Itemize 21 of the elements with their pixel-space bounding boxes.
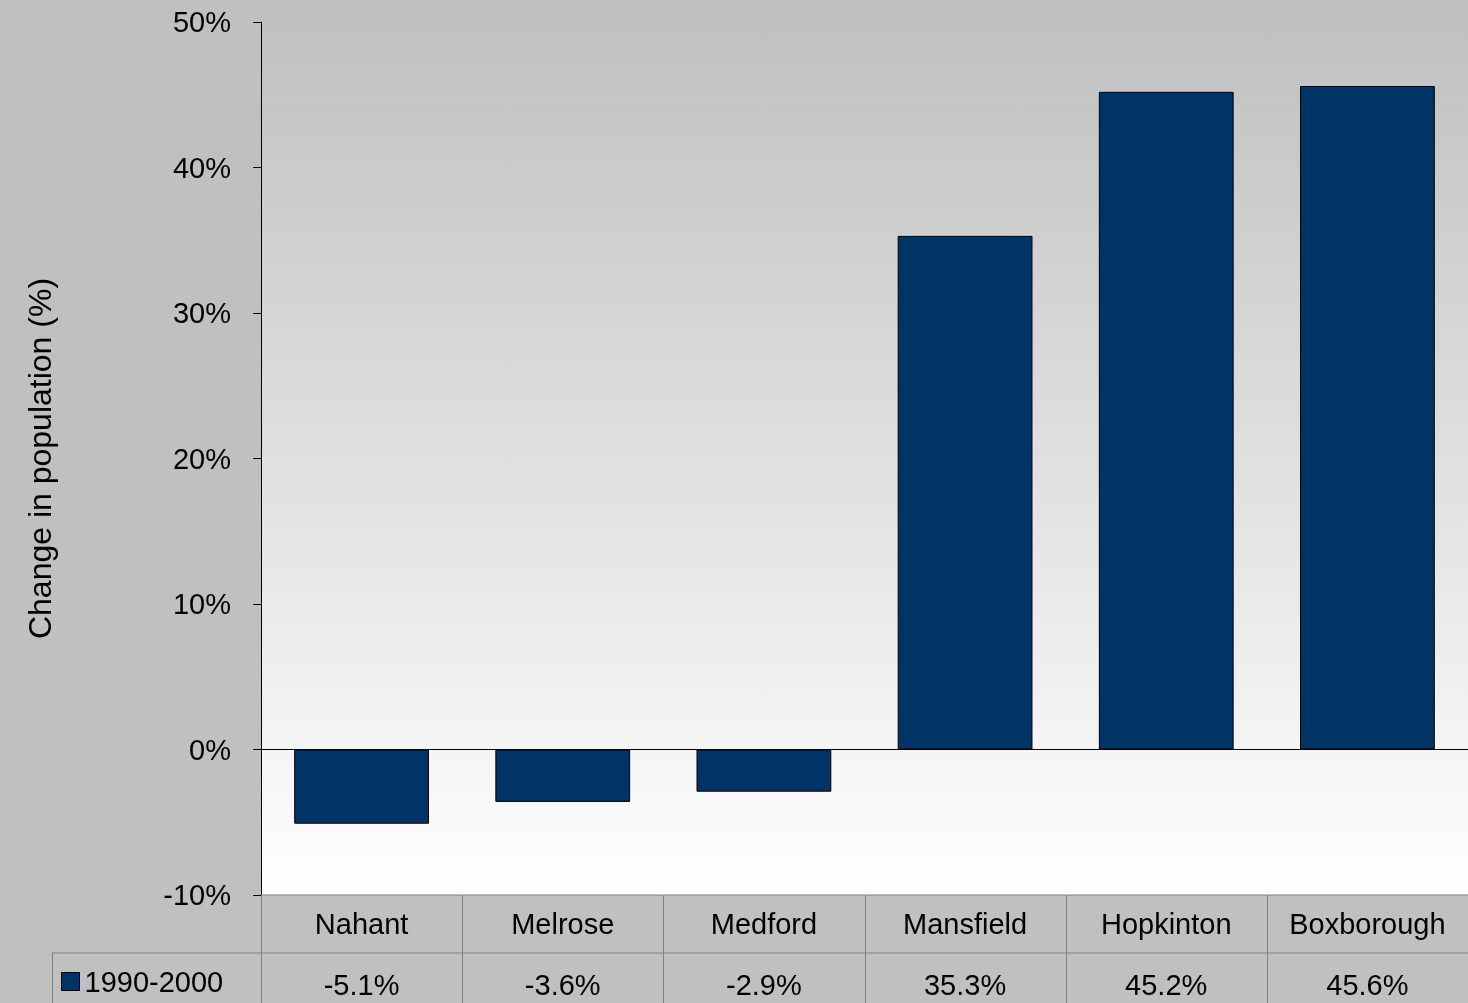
y-tick-label: -10%: [163, 879, 231, 911]
y-tick-label: 50%: [172, 6, 231, 38]
y-tick-label: 10%: [172, 588, 231, 620]
x-tick-label: Nahant: [314, 908, 409, 940]
x-tick-label: Hopkinton: [1100, 908, 1232, 940]
y-tick-label: 30%: [172, 297, 231, 329]
x-tick-label: Medford: [710, 908, 818, 940]
x-tick-label: Melrose: [511, 908, 615, 940]
data-label: -5.1%: [322, 968, 401, 1003]
y-tick-label: 20%: [172, 442, 231, 475]
data-label: -3.6%: [523, 968, 602, 1003]
data-label: 45.6%: [1325, 968, 1410, 1003]
x-tick-label: Mansfield: [903, 908, 1028, 940]
data-label: 45.2%: [1124, 968, 1209, 1003]
y-axis-title: Change in population (%): [22, 277, 58, 640]
y-tick-label: 40%: [172, 151, 231, 184]
data-label: 35.3%: [922, 968, 1008, 1003]
x-tick-label: Boxborough: [1289, 908, 1446, 940]
y-tick-label: 0%: [189, 733, 231, 766]
legend-label: 1990-2000: [84, 965, 224, 998]
data-label: -2.9%: [725, 968, 803, 1003]
